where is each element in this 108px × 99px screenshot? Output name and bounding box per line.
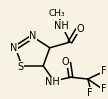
Text: N: N xyxy=(29,31,37,41)
Text: S: S xyxy=(17,62,23,72)
Text: F: F xyxy=(101,84,107,94)
Text: CH₃: CH₃ xyxy=(49,9,66,18)
Text: NH: NH xyxy=(54,21,68,31)
Text: N: N xyxy=(10,43,17,53)
Text: NH: NH xyxy=(45,77,60,87)
Text: O: O xyxy=(76,24,84,34)
Text: F: F xyxy=(101,67,107,77)
Text: O: O xyxy=(61,57,69,67)
Text: F: F xyxy=(87,88,93,98)
